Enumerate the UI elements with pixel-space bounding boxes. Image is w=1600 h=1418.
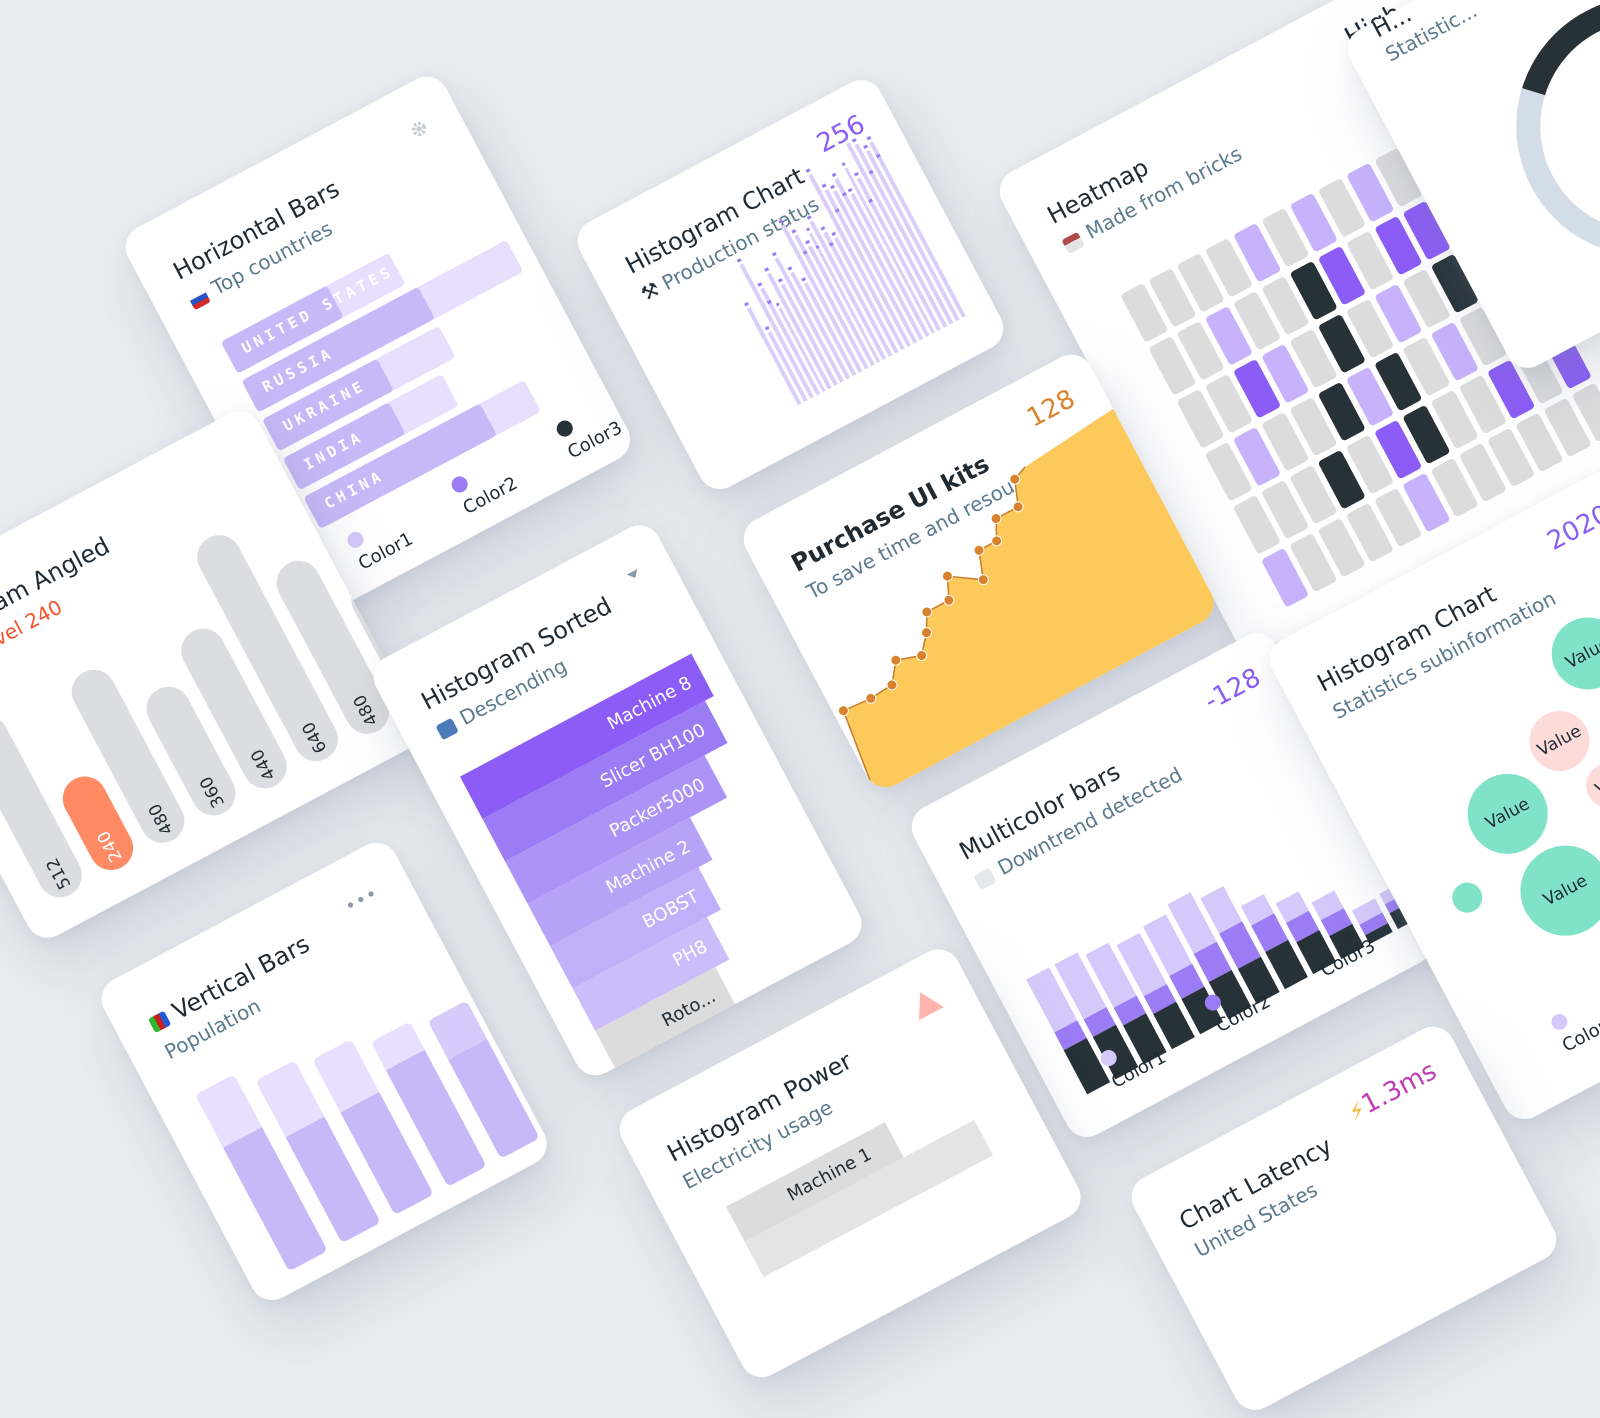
- legend-item: Color1: [344, 509, 416, 574]
- legend-item: Color2: [449, 453, 521, 519]
- gear-icon[interactable]: [407, 117, 431, 141]
- chart-legend: Color1 Color2: [1548, 936, 1600, 1057]
- calendar-icon: [1061, 231, 1085, 254]
- card-purchase-ui-kits: 128 Purchase UI kits To save time and re…: [736, 346, 1222, 795]
- latency-badge: ⚡1.3ms: [1344, 1056, 1442, 1127]
- legend-item: Color3: [553, 398, 626, 463]
- bubble[interactable]: [1446, 877, 1488, 918]
- card-vertical-bars: ••• Vertical Bars Population: [94, 835, 555, 1308]
- year-badge: 2020: [1542, 499, 1600, 557]
- histogram-bars: [676, 86, 966, 406]
- card-horizontal-bars: Horizontal Bars Top countries UNITED STA…: [118, 68, 638, 618]
- legend-item: Color1: [1548, 991, 1600, 1057]
- bar-chart-icon: [147, 1010, 172, 1034]
- bubble[interactable]: Val: [1578, 755, 1600, 816]
- more-dots-icon[interactable]: •••: [341, 882, 383, 918]
- bubble[interactable]: Value: [1539, 604, 1600, 703]
- caret-down-icon[interactable]: [626, 569, 641, 581]
- area-chart: [837, 408, 1222, 795]
- hammer-pick-icon: ⚒: [636, 276, 664, 307]
- bubble[interactable]: Value: [1518, 700, 1600, 782]
- russia-flag-icon: [187, 287, 211, 310]
- donut-chart: [1470, 0, 1600, 303]
- down-arrow-icon: [435, 717, 459, 740]
- warning-icon[interactable]: [907, 985, 944, 1021]
- delta-badge: -128: [1199, 662, 1266, 717]
- chart-decreasing-icon: [973, 867, 997, 890]
